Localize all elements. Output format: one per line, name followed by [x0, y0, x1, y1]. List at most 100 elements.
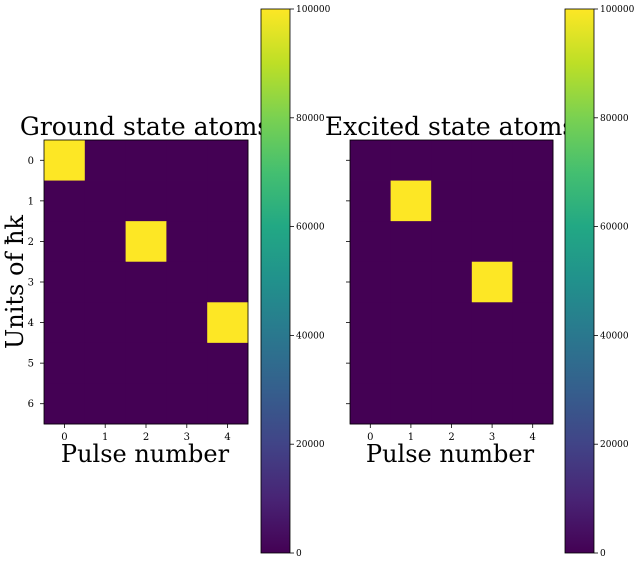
heatmap-cell — [44, 221, 86, 263]
heatmap-cell — [207, 221, 249, 263]
heatmap-cell — [431, 261, 473, 303]
heatmap-cell — [471, 302, 513, 344]
x-axis-label: Pulse number — [61, 440, 230, 468]
heatmap-cell — [207, 383, 249, 425]
heatmap-cell — [207, 261, 249, 303]
heatmap-cell — [84, 383, 126, 425]
heatmap-cell — [471, 221, 513, 263]
heatmap-cell — [207, 302, 249, 344]
chart-title: Excited state atoms — [325, 112, 575, 141]
y-tick-label: 2 — [28, 237, 34, 248]
heatmap-cell — [431, 342, 473, 384]
y-tick-label: 3 — [28, 278, 34, 289]
heatmap-cell — [125, 383, 167, 425]
colorbar-tick-label: 80000 — [296, 114, 325, 124]
heatmap-cell — [125, 342, 167, 384]
colorbar-tick-label: 20000 — [600, 440, 629, 450]
colorbar-tick-label: 60000 — [600, 223, 629, 233]
y-axis-label: Units of ħk — [1, 215, 29, 349]
heatmap-cell — [166, 383, 208, 425]
heatmap-cell — [512, 261, 554, 303]
heatmap-cell — [512, 342, 554, 384]
heatmap-cell — [350, 342, 391, 384]
colorbar-tick-label: 40000 — [296, 331, 325, 341]
heatmap-cell — [44, 383, 86, 425]
heatmap-cell — [390, 383, 432, 425]
heatmap-cell — [84, 302, 126, 344]
x-tick-label: 3 — [184, 432, 190, 443]
heatmap-cell — [207, 342, 249, 384]
y-tick-label: 4 — [28, 318, 34, 329]
colorbar-tick-label: 100000 — [600, 5, 635, 15]
colorbar-tick-label: 0 — [600, 549, 606, 559]
x-tick-label: 3 — [489, 432, 495, 443]
y-tick-label: 6 — [28, 399, 34, 410]
heatmap-cell — [125, 140, 167, 181]
ground-state-colorbar: 0 20000 40000 60000 80000 100000 — [260, 5, 331, 559]
heatmap-cell — [44, 342, 86, 384]
heatmap-cell — [350, 302, 391, 344]
x-tick-label: 2 — [143, 432, 149, 443]
heatmap-cell — [84, 261, 126, 303]
excited-state-panel: Excited state atoms 0 1 2 3 4 Pulse number 0… — [325, 5, 635, 559]
colorbar-tick-label: 100000 — [296, 5, 331, 15]
heatmap-cell — [207, 140, 249, 181]
x-tick-label: 0 — [367, 432, 373, 443]
heatmap-cell — [512, 302, 554, 344]
heatmap-cell — [44, 140, 86, 181]
heatmap-cell — [390, 342, 432, 384]
heatmap-cell — [166, 221, 208, 263]
x-tick-label: 1 — [408, 432, 414, 443]
y-tick-label: 0 — [28, 156, 34, 167]
x-tick-label: 0 — [61, 432, 67, 443]
heatmap-cell — [350, 140, 391, 181]
heatmap-cell — [125, 302, 167, 344]
heatmap-cell — [350, 221, 391, 263]
heatmap-cell — [125, 261, 167, 303]
x-tick-label: 4 — [530, 432, 536, 443]
x-tick-label: 4 — [224, 432, 230, 443]
heatmap-cell — [431, 302, 473, 344]
heatmap-cell — [125, 221, 167, 263]
heatmap-cell — [390, 261, 432, 303]
heatmap-cell — [84, 140, 126, 181]
heatmap-cell — [471, 383, 513, 425]
heatmap-cell — [431, 140, 473, 181]
heatmap-cell — [166, 180, 208, 222]
heatmap-cell — [166, 342, 208, 384]
heatmap-cell — [390, 180, 432, 222]
colorbar-tick-label: 20000 — [296, 440, 325, 450]
heatmap-cell — [431, 221, 473, 263]
heatmap-cell — [44, 302, 86, 344]
heatmap-cell — [431, 383, 473, 425]
heatmap-cell — [166, 302, 208, 344]
heatmap-cell — [431, 180, 473, 222]
heatmap-cell — [471, 261, 513, 303]
heatmap-cell — [350, 180, 391, 222]
heatmap-cell — [125, 180, 167, 222]
y-tick-label: 1 — [28, 196, 34, 207]
heatmap-cell — [84, 221, 126, 263]
excited-state-colorbar: 0 20000 40000 60000 80000 100000 — [564, 5, 635, 559]
heatmap-cell — [350, 383, 391, 425]
heatmap-cell — [471, 342, 513, 384]
y-tick-label: 5 — [28, 359, 34, 370]
colorbar-tick-label: 80000 — [600, 114, 629, 124]
heatmap-cell — [44, 261, 86, 303]
heatmap-cell — [390, 302, 432, 344]
ground-state-heatmap: 0 1 2 3 4 0 1 2 3 4 5 6 — [28, 139, 249, 443]
chart-title: Ground state atoms — [20, 112, 270, 141]
heatmap-cell — [207, 180, 249, 222]
heatmap-cell — [166, 140, 208, 181]
colorbar-gradient — [261, 9, 290, 553]
heatmap-cell — [512, 180, 554, 222]
colorbar-gradient — [565, 9, 594, 553]
colorbar-tick-label: 60000 — [296, 223, 325, 233]
heatmap-cell — [512, 221, 554, 263]
colorbar-frame — [260, 8, 291, 554]
colorbar-tick-label: 0 — [296, 549, 302, 559]
x-tick-label: 1 — [102, 432, 108, 443]
ground-state-panel: Ground state atoms 0 1 2 3 4 0 1 2 3 4 5 6 Pulse nu… — [1, 5, 331, 559]
heatmap-cell — [350, 261, 391, 303]
